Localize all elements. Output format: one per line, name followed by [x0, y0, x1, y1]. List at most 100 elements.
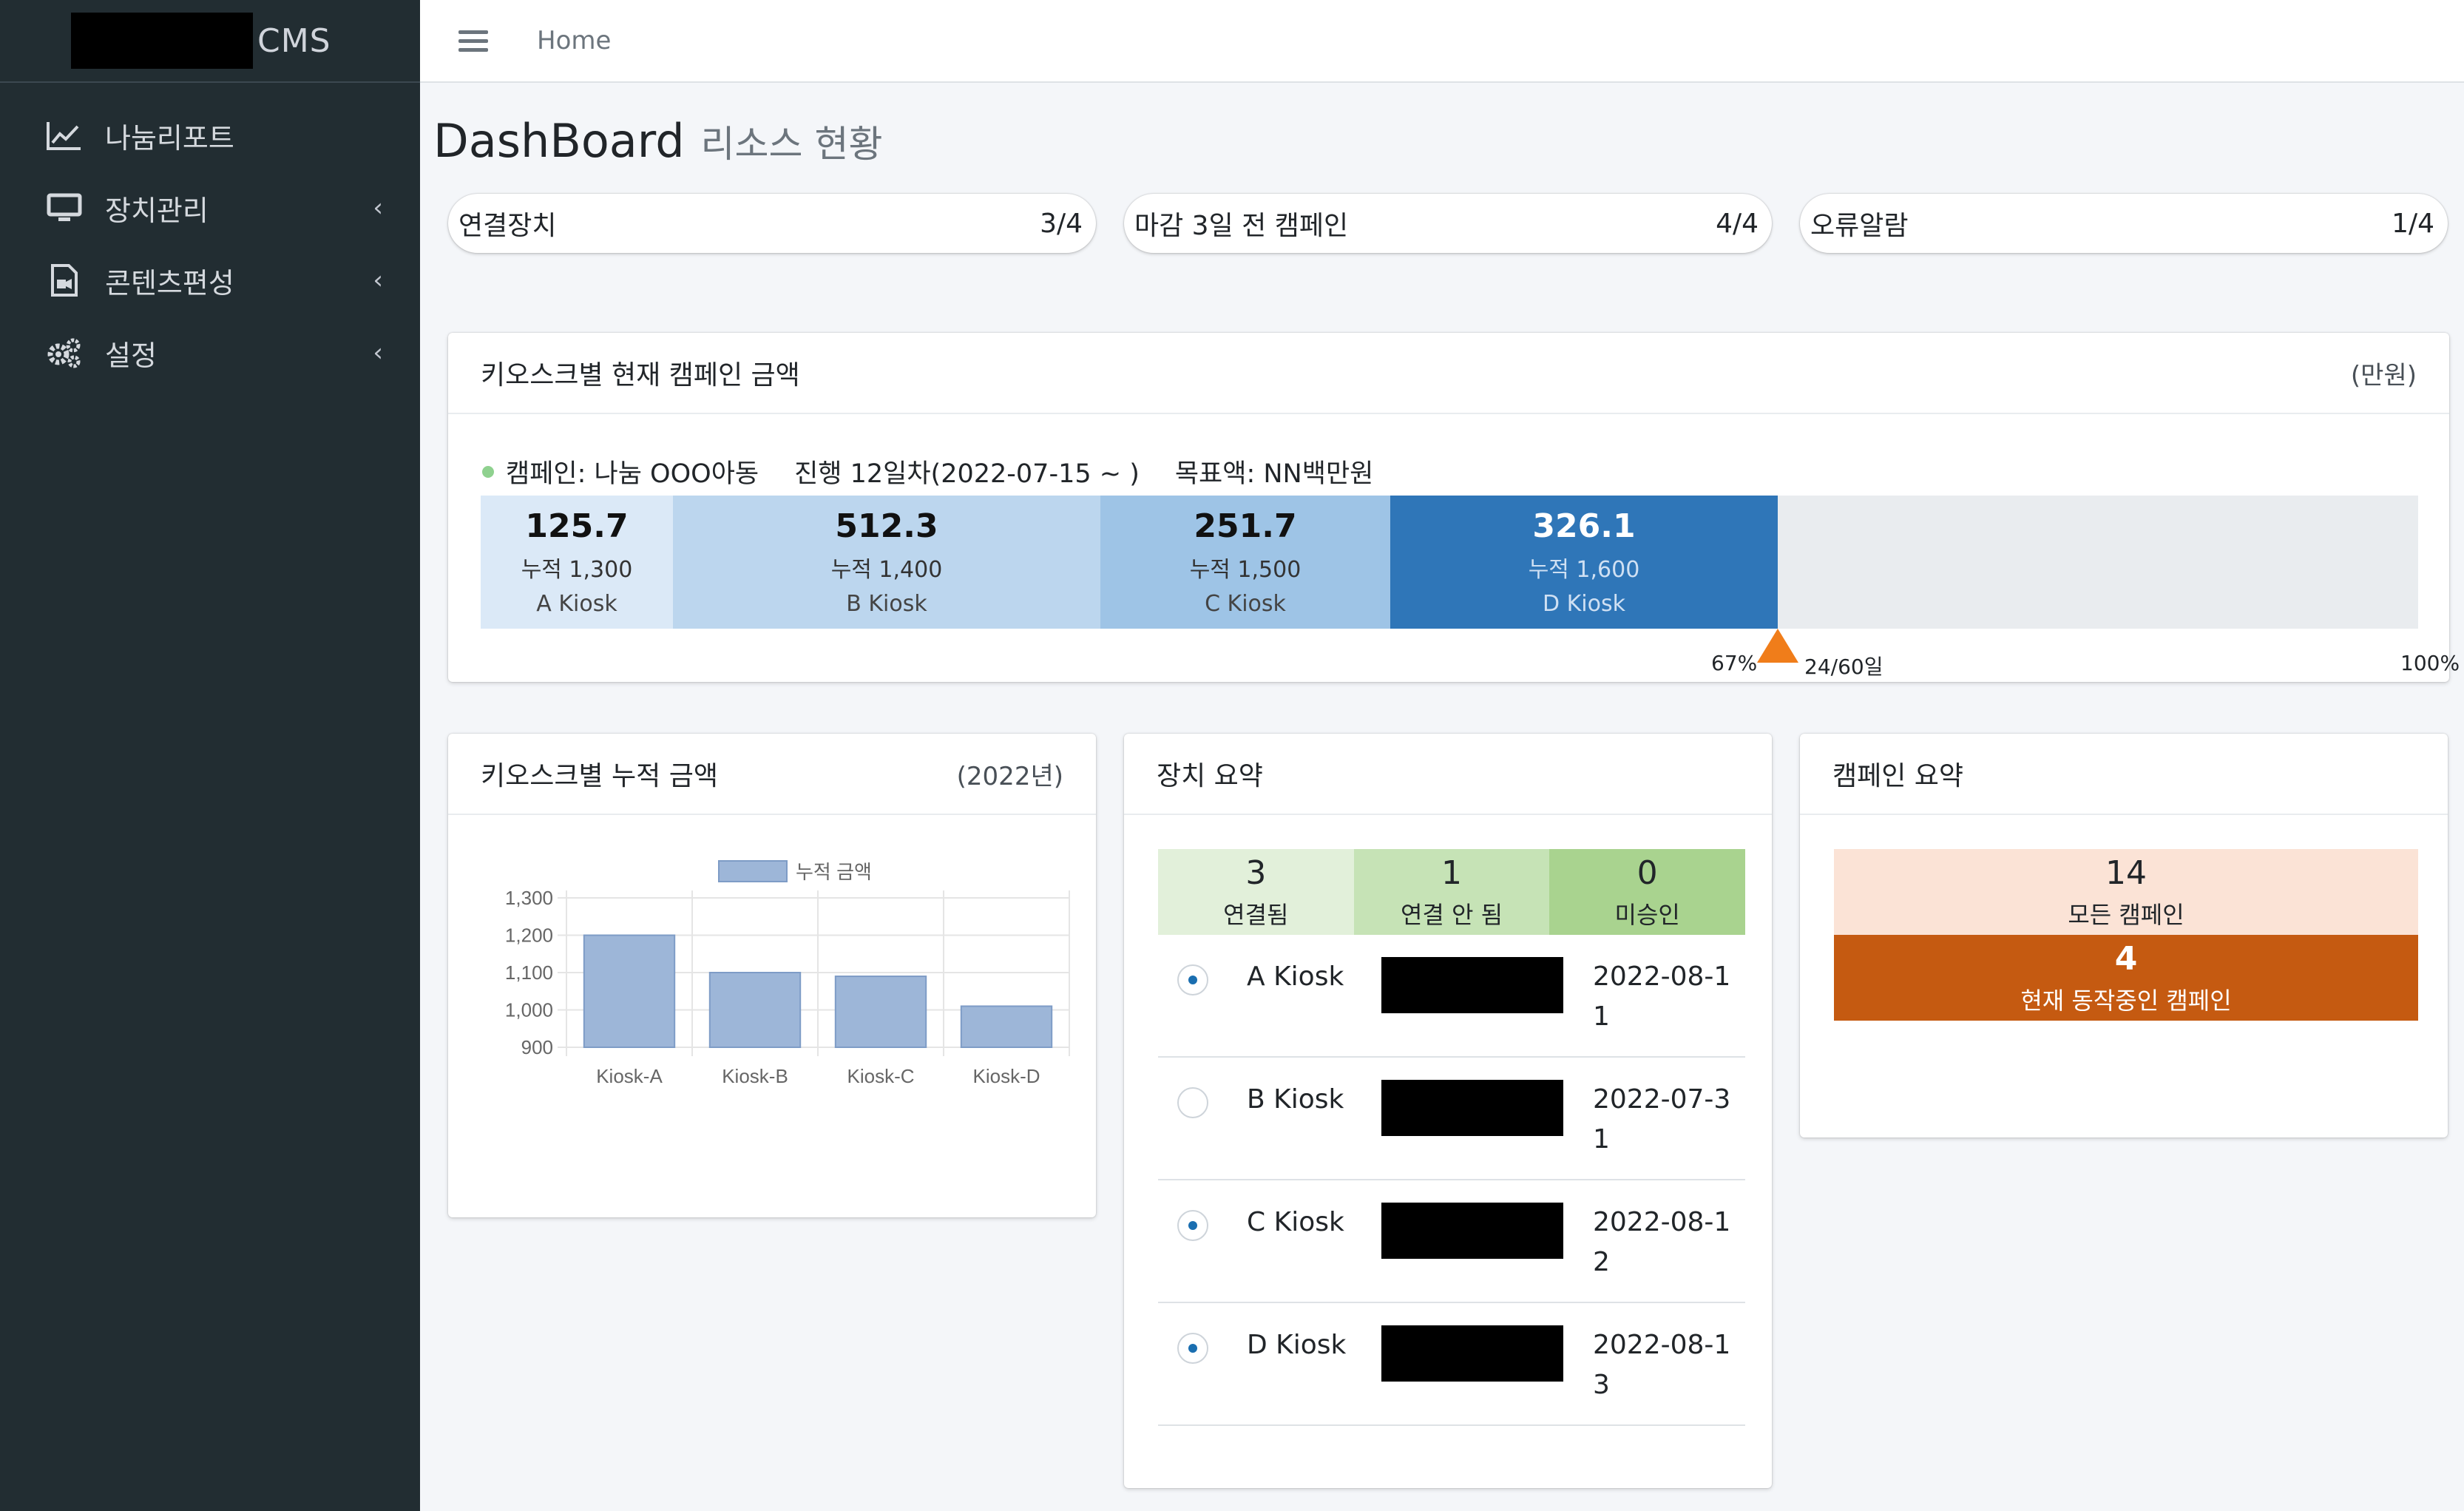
segment-kiosk: D Kiosk	[1542, 591, 1625, 617]
info-box-value: 1/4	[2392, 208, 2434, 239]
info-box-error-alarm[interactable]: 오류알람 1/4	[1800, 194, 2448, 253]
stat-number: 3	[1245, 853, 1267, 892]
segment-c-kiosk[interactable]: 251.7 누적 1,500 C Kiosk	[1100, 496, 1390, 629]
bar	[834, 976, 927, 1048]
device-stats: 3 연결됨 1 연결 안 됨 0 미승인	[1158, 849, 1746, 935]
bar	[960, 1005, 1053, 1049]
stat-number: 14	[2105, 853, 2147, 892]
info-box-label: 오류알람	[1810, 211, 1909, 241]
line-chart-icon	[46, 118, 83, 152]
hamburger-menu-icon[interactable]	[458, 25, 488, 57]
home-link[interactable]: Home	[537, 26, 612, 55]
campaign-summary-card: 캠페인 요약 14 모든 캠페인 4 현재 동작중인 캠페인	[1800, 734, 2448, 1138]
marker-percent: 67%	[1711, 651, 1758, 675]
segment-cumulative: 누적 1,600	[1528, 557, 1640, 583]
info-box-value: 3/4	[1040, 208, 1083, 239]
y-tick-label: 1,000	[505, 999, 553, 1021]
sidebar-item-device[interactable]: 장치관리 ‹	[0, 172, 420, 244]
stat-label: 현재 동작중인 캠페인	[2020, 986, 2232, 1015]
bar	[708, 972, 802, 1048]
segment-value: 125.7	[525, 507, 629, 545]
segment-b-kiosk[interactable]: 512.3 누적 1,400 B Kiosk	[673, 496, 1100, 629]
device-row: A Kiosk 2022-08-11	[1158, 935, 1745, 1058]
info-box-connected-devices[interactable]: 연결장치 3/4	[448, 194, 1096, 253]
progress-marker-icon	[1757, 629, 1798, 663]
active-campaigns-stat[interactable]: 4 현재 동작중인 캠페인	[1834, 935, 2418, 1021]
device-summary-card: 장치 요약 3 연결됨 1 연결 안 됨 0 미승인 A Kiosk 2022-…	[1124, 734, 1772, 1488]
device-row: B Kiosk 2022-07-31	[1158, 1058, 1745, 1180]
gears-icon	[46, 336, 83, 370]
stat-label: 연결됨	[1223, 900, 1289, 929]
marker-days: 24/60일	[1804, 655, 1883, 679]
segment-a-kiosk[interactable]: 125.7 누적 1,300 A Kiosk	[481, 496, 673, 629]
sidebar-item-report[interactable]: 나눔리포트	[0, 99, 420, 172]
segment-kiosk: C Kiosk	[1205, 591, 1286, 617]
current-campaign-card: 키오스크별 현재 캠페인 금액 (만원) 캠페인: 나눔 OOO아동 진행 12…	[448, 333, 2460, 682]
segment-kiosk: B Kiosk	[846, 591, 927, 617]
device-name: D Kiosk	[1247, 1330, 1347, 1360]
stat-number: 0	[1637, 853, 1658, 892]
device-radio[interactable]	[1177, 1333, 1208, 1364]
device-name: C Kiosk	[1247, 1207, 1344, 1237]
stat-label: 연결 안 됨	[1400, 900, 1503, 929]
end-percent: 100%	[2400, 651, 2460, 675]
chevron-left-icon: ‹	[373, 266, 383, 295]
brand[interactable]: CMS	[0, 0, 420, 83]
device-radio[interactable]	[1177, 964, 1208, 995]
device-info-redacted	[1381, 1325, 1563, 1382]
stat-connected[interactable]: 3 연결됨	[1158, 849, 1354, 935]
page-heading: DashBoard 리소스 현황	[433, 114, 882, 168]
sidebar-item-label: 장치관리	[105, 194, 209, 227]
top-navbar: Home	[420, 0, 2464, 83]
stat-unapproved[interactable]: 0 미승인	[1549, 849, 1746, 935]
segment-cumulative: 누적 1,400	[830, 557, 943, 583]
brand-text: CMS	[257, 21, 331, 60]
cumulative-bar-chart: 누적 금액 1,300 1,200 1,100 1,000 900 Kiosk-A Kiosk…	[505, 860, 1070, 1087]
device-name: A Kiosk	[1247, 961, 1344, 992]
stat-disconnected[interactable]: 1 연결 안 됨	[1353, 849, 1550, 935]
segment-value: 326.1	[1532, 507, 1636, 545]
segment-cumulative: 누적 1,300	[521, 557, 633, 583]
brand-logo-redacted	[71, 13, 253, 69]
card-header: 장치 요약	[1124, 734, 1772, 815]
device-radio[interactable]	[1177, 1087, 1208, 1118]
info-box-closing-campaigns[interactable]: 마감 3일 전 캠페인 4/4	[1124, 194, 1772, 253]
device-info-redacted	[1381, 957, 1563, 1013]
bar	[583, 934, 676, 1048]
sidebar-item-settings[interactable]: 설정 ‹	[0, 317, 420, 389]
y-tick-label: 900	[521, 1036, 553, 1058]
card-header: 키오스크별 현재 캠페인 금액 (만원)	[448, 333, 2449, 414]
year-label: (2022년)	[956, 761, 1063, 791]
page-subtitle: 리소스 현황	[700, 123, 883, 166]
page-title: DashBoard	[433, 114, 685, 168]
video-file-icon	[46, 263, 83, 297]
y-tick-label: 1,200	[505, 924, 553, 947]
info-box-value: 4/4	[1716, 208, 1759, 239]
x-tick-label: Kiosk-A	[596, 1065, 663, 1087]
card-title: 장치 요약	[1157, 761, 1263, 791]
all-campaigns-stat[interactable]: 14 모든 캠페인	[1834, 849, 2418, 935]
device-info-redacted	[1381, 1203, 1563, 1259]
status-dot	[482, 465, 494, 478]
card-title: 캠페인 요약	[1832, 761, 1964, 791]
y-tick-label: 1,100	[505, 961, 553, 984]
card-header: 캠페인 요약	[1800, 734, 2448, 815]
segment-cumulative: 누적 1,500	[1189, 557, 1302, 583]
device-row: C Kiosk 2022-08-12	[1158, 1180, 1745, 1303]
y-tick-label: 1,300	[505, 887, 553, 909]
info-box-label: 마감 3일 전 캠페인	[1134, 211, 1349, 241]
sidebar-item-label: 콘텐츠편성	[105, 266, 234, 300]
stat-label: 모든 캠페인	[2068, 900, 2184, 929]
segment-d-kiosk[interactable]: 326.1 누적 1,600 D Kiosk	[1390, 496, 1778, 629]
device-date: 2022-08-13	[1593, 1330, 1731, 1400]
device-radio[interactable]	[1177, 1210, 1208, 1241]
sidebar-item-content[interactable]: 콘텐츠편성 ‹	[0, 244, 420, 317]
stat-label: 미승인	[1614, 900, 1680, 929]
x-tick-label: Kiosk-B	[722, 1065, 788, 1087]
sidebar: CMS 나눔리포트 장치관리 ‹ 콘텐츠편성 ‹ 설정	[0, 0, 420, 1511]
segment-value: 251.7	[1194, 507, 1297, 545]
chevron-left-icon: ‹	[373, 193, 383, 223]
sidebar-item-label: 설정	[105, 339, 157, 372]
device-date: 2022-08-11	[1593, 961, 1731, 1032]
campaign-stacked-bar: 125.7 누적 1,300 A Kiosk 512.3 누적 1,400 B …	[481, 496, 2418, 629]
